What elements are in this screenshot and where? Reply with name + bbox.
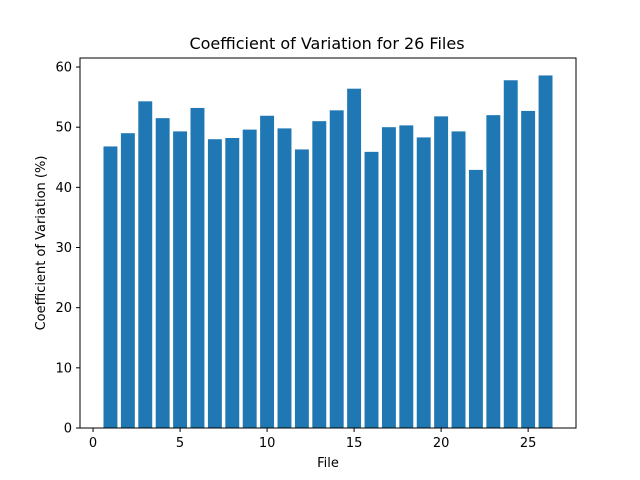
bar-file-25	[521, 110, 536, 429]
bar-file-4	[155, 118, 170, 429]
bar-file-16	[364, 151, 379, 429]
bar-file-13	[312, 121, 327, 429]
x-tick-label: 5	[176, 436, 184, 451]
bar-file-9	[242, 129, 257, 428]
y-tick-label: 30	[55, 241, 72, 256]
bar-file-20	[434, 116, 449, 428]
y-axis-ticks: 0 10 20 30 40 50 60	[55, 61, 80, 437]
bar-file-11	[277, 128, 292, 428]
bar-file-21	[451, 131, 466, 428]
bar-file-22	[468, 169, 483, 428]
x-tick-label: 20	[433, 436, 450, 451]
bar-file-12	[294, 149, 309, 429]
y-tick-label: 20	[55, 301, 72, 316]
y-tick-label: 50	[55, 121, 72, 136]
bar-file-7	[207, 139, 222, 428]
y-tick-label: 10	[55, 361, 72, 376]
x-axis-label: File	[317, 456, 339, 471]
bar-file-1	[103, 146, 118, 428]
chart-title: Coefficient of Variation for 26 Files	[189, 34, 464, 53]
bar-file-26	[538, 75, 553, 429]
bar-file-5	[173, 131, 188, 428]
bar-file-18	[399, 125, 414, 428]
x-tick-label: 15	[346, 436, 363, 451]
y-axis-label: Coefficient of Variation (%)	[34, 156, 49, 331]
bar-file-2	[120, 133, 135, 428]
bar-file-10	[260, 115, 275, 428]
x-tick-label: 10	[259, 436, 276, 451]
bars-group	[103, 75, 553, 429]
x-tick-label: 25	[520, 436, 537, 451]
bar-file-3	[138, 101, 153, 428]
y-tick-label: 40	[55, 181, 72, 196]
x-axis-ticks: 0 5 10 15 20 25	[89, 428, 537, 451]
bar-file-15	[347, 88, 362, 429]
y-tick-label: 60	[55, 61, 72, 76]
bar-file-14	[329, 110, 344, 428]
y-tick-label: 0	[64, 422, 72, 437]
bar-file-8	[225, 138, 240, 428]
bar-file-19	[416, 137, 431, 429]
x-tick-label: 0	[89, 436, 97, 451]
bar-file-23	[486, 115, 501, 428]
bar-file-6	[190, 107, 205, 428]
bar-file-17	[381, 127, 396, 429]
bar-file-24	[503, 80, 518, 428]
plot-frame	[79, 57, 577, 429]
